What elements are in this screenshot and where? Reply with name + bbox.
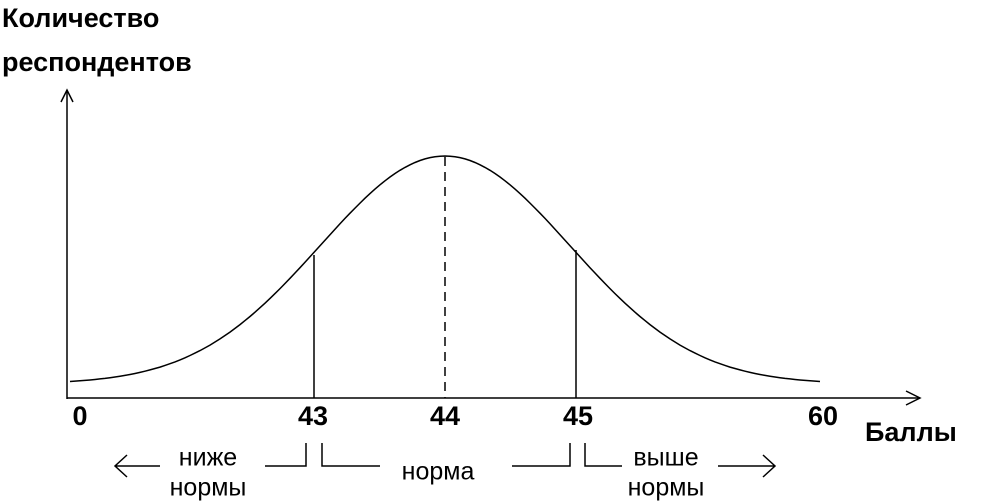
- region-label: норма: [402, 458, 475, 486]
- region-label: выше: [633, 444, 698, 472]
- y-axis-label: Количество: [2, 3, 159, 33]
- x-axis-label: Баллы: [865, 417, 957, 447]
- y-axis-label: респондентов: [2, 47, 192, 77]
- right-arrow: [718, 454, 777, 478]
- region-label: ниже: [179, 444, 237, 472]
- bracket: [512, 443, 571, 467]
- bracket: [265, 443, 307, 467]
- x-tick-label: 45: [563, 401, 593, 431]
- bracket: [321, 443, 380, 467]
- curve: [69, 155, 821, 383]
- x-tick-label: 43: [298, 401, 328, 431]
- bracket: [584, 443, 622, 467]
- x-tick-label: 0: [72, 401, 87, 431]
- region-label: нормы: [170, 474, 247, 502]
- region-label: нормы: [628, 474, 705, 502]
- x-tick-label: 60: [808, 401, 838, 431]
- x-axis-arrow: [905, 390, 922, 406]
- x-tick-label: 44: [430, 401, 460, 431]
- left-arrow: [113, 454, 160, 478]
- y-axis-arrow: [60, 88, 74, 103]
